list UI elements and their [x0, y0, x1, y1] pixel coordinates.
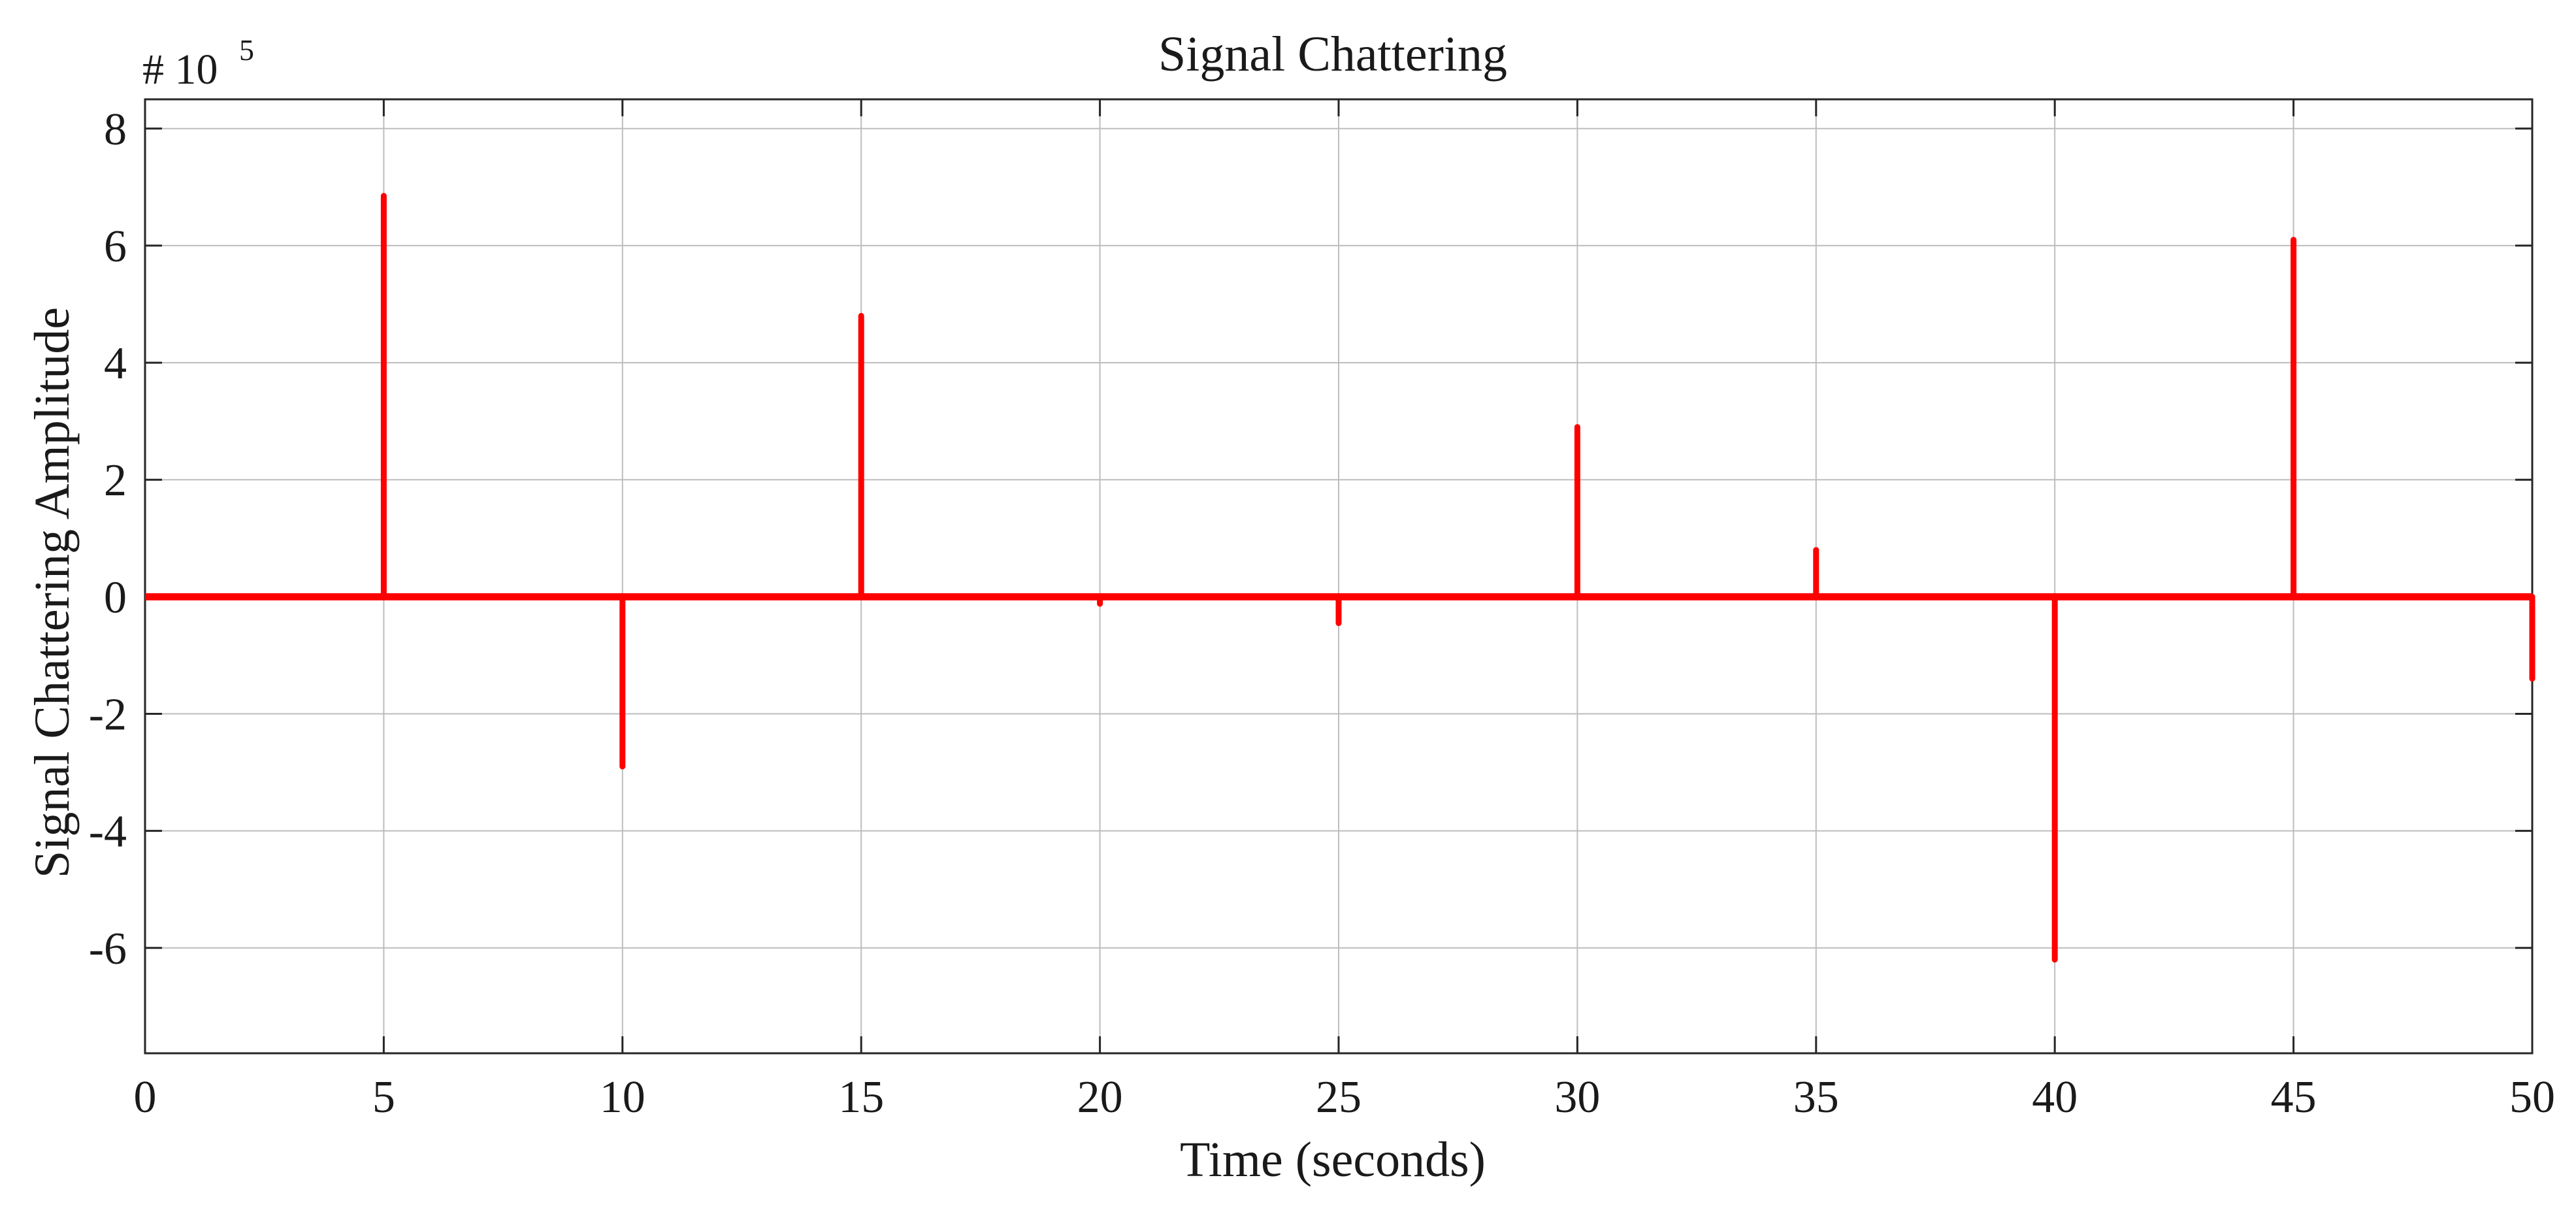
x-tick-label: 0 [134, 1072, 157, 1123]
y-tick-label: -6 [89, 924, 127, 974]
x-tick-label: 25 [1316, 1072, 1361, 1123]
y-tick-label: -2 [89, 689, 127, 740]
y-axis-label: Signal Chattering Amplitude [25, 307, 80, 878]
x-tick-label: 35 [1793, 1072, 1839, 1123]
x-tick-label: 5 [372, 1072, 395, 1123]
x-tick-label: 20 [1077, 1072, 1123, 1123]
x-tick-label: 40 [2032, 1072, 2078, 1123]
y-tick-label: 0 [104, 572, 127, 623]
y-tick-label: 6 [104, 221, 127, 272]
x-tick-label: 15 [838, 1072, 884, 1123]
x-tick-label: 50 [2509, 1072, 2555, 1123]
x-tick-labels: 0 5 10 15 20 25 30 35 40 45 50 [134, 1072, 2556, 1123]
series-signal [145, 193, 2535, 963]
y-tick-label: -4 [89, 807, 127, 857]
x-tick-label: 45 [2271, 1072, 2317, 1123]
x-tick-label: 30 [1554, 1072, 1600, 1123]
x-axis-label: Time (seconds) [1180, 1132, 1486, 1187]
y-exponent-label: # 10 [142, 46, 218, 93]
chart-title: Signal Chattering [1158, 27, 1507, 82]
y-exponent-power: 5 [239, 33, 254, 67]
y-tick-label: 2 [104, 455, 127, 506]
y-tick-labels: -6 -4 -2 0 2 4 6 8 [89, 105, 127, 974]
y-tick-label: 8 [104, 105, 127, 155]
y-tick-label: 4 [104, 338, 127, 389]
x-tick-label: 10 [600, 1072, 645, 1123]
